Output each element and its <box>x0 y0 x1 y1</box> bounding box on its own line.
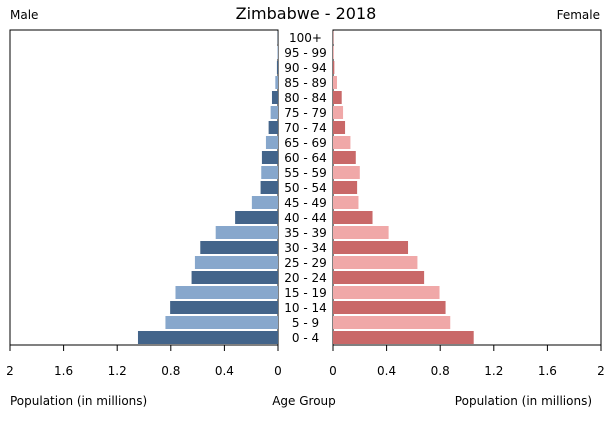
male-bar-15-19 <box>175 286 278 299</box>
female-label: Female <box>557 8 600 22</box>
age-group-label: 25 - 29 <box>284 256 327 270</box>
female-bar-40-44 <box>333 211 373 224</box>
female-tick-label: 0.8 <box>431 364 450 378</box>
female-bars <box>333 31 474 344</box>
male-bar-85-89 <box>275 76 278 89</box>
male-bar-0-4 <box>137 331 278 344</box>
male-bar-95-99 <box>277 46 278 59</box>
male-label: Male <box>10 8 38 22</box>
age-group-label: 40 - 44 <box>284 211 327 225</box>
age-group-label: 70 - 74 <box>284 121 327 135</box>
female-tick-label: 1.2 <box>484 364 503 378</box>
female-bar-45-49 <box>333 196 359 209</box>
age-group-label: 75 - 79 <box>284 106 327 120</box>
male-bar-80-84 <box>271 91 278 104</box>
male-bar-65-69 <box>265 136 278 149</box>
age-group-label: 30 - 34 <box>284 241 327 255</box>
female-bar-25-29 <box>333 256 418 269</box>
male-bars <box>137 31 278 344</box>
female-tick-label: 0.4 <box>377 364 396 378</box>
male-bar-45-49 <box>251 196 278 209</box>
female-bar-20-24 <box>333 271 425 284</box>
male-tick-label: 1.2 <box>108 364 127 378</box>
male-tick-label: 1.6 <box>54 364 73 378</box>
age-group-label: 65 - 69 <box>284 136 327 150</box>
female-bar-60-64 <box>333 151 356 164</box>
female-bar-95-99 <box>333 46 334 59</box>
female-bar-80-84 <box>333 91 342 104</box>
female-bar-55-59 <box>333 166 360 179</box>
x-axis-label-left: Population (in millions) <box>10 394 147 408</box>
age-group-label: 5 - 9 <box>292 316 319 330</box>
male-bar-5-9 <box>165 316 278 329</box>
age-group-label: 35 - 39 <box>284 226 327 240</box>
female-bar-50-54 <box>333 181 358 194</box>
female-bar-90-94 <box>333 61 335 74</box>
age-group-label: 95 - 99 <box>284 46 327 60</box>
age-group-label: 15 - 19 <box>284 286 327 300</box>
age-group-label: 90 - 94 <box>284 61 327 75</box>
age-group-label: 100+ <box>289 31 322 45</box>
female-bar-35-39 <box>333 226 389 239</box>
male-tick-label: 0.8 <box>161 364 180 378</box>
male-bar-90-94 <box>276 61 278 74</box>
male-bar-70-74 <box>268 121 278 134</box>
male-bar-35-39 <box>215 226 278 239</box>
female-bar-75-79 <box>333 106 344 119</box>
male-tick-label: 0.4 <box>215 364 234 378</box>
age-group-label: 60 - 64 <box>284 151 327 165</box>
female-bar-30-34 <box>333 241 409 254</box>
male-tick-label: 0 <box>274 364 282 378</box>
age-group-label: 0 - 4 <box>292 331 319 345</box>
female-bar-85-89 <box>333 76 338 89</box>
male-bar-20-24 <box>191 271 278 284</box>
female-tick-label: 0 <box>329 364 337 378</box>
male-bar-40-44 <box>235 211 278 224</box>
age-group-label: 55 - 59 <box>284 166 327 180</box>
age-group-label: 85 - 89 <box>284 76 327 90</box>
age-group-label: 80 - 84 <box>284 91 327 105</box>
age-group-label: 45 - 49 <box>284 196 327 210</box>
male-bar-55-59 <box>261 166 278 179</box>
age-group-label: 50 - 54 <box>284 181 327 195</box>
female-bar-10-14 <box>333 301 446 314</box>
male-bar-10-14 <box>170 301 278 314</box>
female-bar-65-69 <box>333 136 351 149</box>
x-axis-label-center: Age Group <box>272 394 336 408</box>
male-bar-50-54 <box>260 181 278 194</box>
male-bar-75-79 <box>270 106 278 119</box>
female-tick-label: 2 <box>597 364 605 378</box>
female-tick-label: 1.6 <box>538 364 557 378</box>
female-bar-70-74 <box>333 121 346 134</box>
age-group-label: 20 - 24 <box>284 271 327 285</box>
male-bar-30-34 <box>200 241 278 254</box>
female-bar-0-4 <box>333 331 474 344</box>
male-tick-label: 2 <box>6 364 14 378</box>
chart-title: Zimbabwe - 2018 <box>236 4 377 23</box>
female-bar-5-9 <box>333 316 451 329</box>
age-group-label: 10 - 14 <box>284 301 327 315</box>
male-bar-25-29 <box>194 256 278 269</box>
male-bar-60-64 <box>261 151 278 164</box>
x-axis-label-right: Population (in millions) <box>455 394 592 408</box>
axis-ticks: 0 0 0.4 0.4 0.8 0.8 1.2 1.2 1.6 1.6 2 2 <box>6 345 605 378</box>
female-bar-15-19 <box>333 286 440 299</box>
